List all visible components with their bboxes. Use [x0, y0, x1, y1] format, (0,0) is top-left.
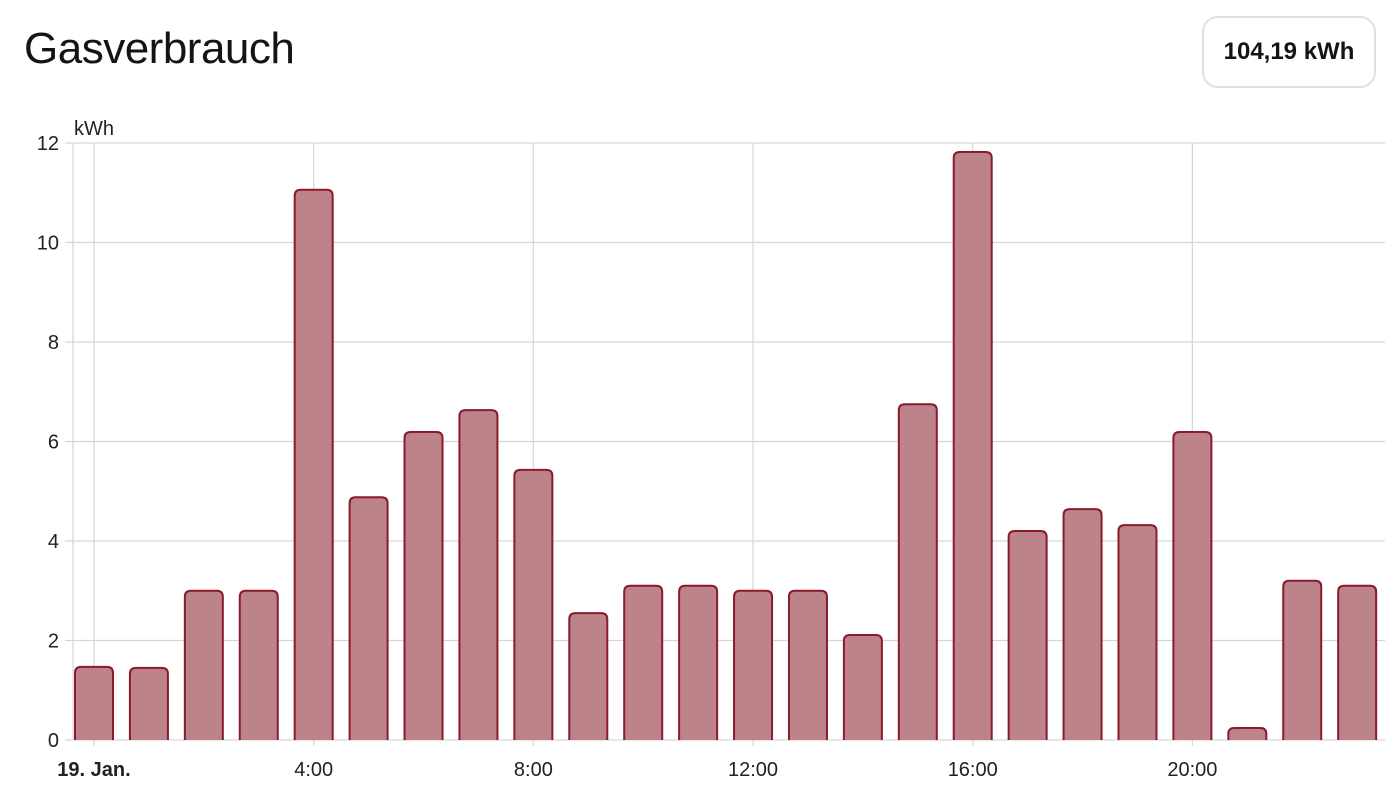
- card-title: Gasverbrauch: [24, 24, 295, 73]
- total-badge: 104,19 kWh: [1202, 16, 1376, 88]
- bar-0: [74, 665, 114, 740]
- y-tick-label: 12: [37, 133, 59, 155]
- x-tick-label: 16:00: [948, 759, 998, 781]
- bar-21: [1227, 727, 1268, 740]
- bar-8: [513, 468, 554, 740]
- x-tick-label: 4:00: [294, 759, 333, 781]
- bar-1: [128, 666, 169, 740]
- y-tick-label: 2: [48, 631, 59, 653]
- bar-14: [842, 634, 883, 740]
- x-tick-label: 12:00: [728, 759, 778, 781]
- bar-5: [348, 496, 389, 740]
- bar-7: [458, 409, 499, 740]
- y-tick-label: 6: [48, 432, 59, 454]
- bar-18: [1062, 508, 1103, 740]
- y-tick-label: 0: [48, 730, 59, 752]
- bar-15: [897, 403, 938, 740]
- bar-22: [1282, 579, 1323, 740]
- y-tick-label: 10: [37, 233, 59, 255]
- x-tick-label: 20:00: [1167, 759, 1217, 781]
- y-axis-label: kWh: [74, 118, 114, 140]
- bar-13: [787, 589, 828, 740]
- bar-3: [238, 589, 279, 740]
- bar-4: [293, 188, 334, 740]
- bar-20: [1172, 431, 1213, 740]
- bar-17: [1007, 530, 1048, 740]
- bar-23: [1337, 584, 1378, 740]
- x-tick-label: 19. Jan.: [57, 759, 130, 781]
- bar-2: [183, 589, 224, 740]
- bar-19: [1117, 524, 1158, 740]
- bar-6: [403, 431, 444, 740]
- x-tick-label: 8:00: [514, 759, 553, 781]
- bar-11: [678, 584, 719, 740]
- y-tick-label: 8: [48, 332, 59, 354]
- bar-12: [733, 589, 774, 740]
- bar-16: [952, 150, 993, 740]
- bar-9: [568, 612, 609, 740]
- bar-10: [623, 584, 664, 740]
- y-tick-label: 4: [48, 531, 59, 553]
